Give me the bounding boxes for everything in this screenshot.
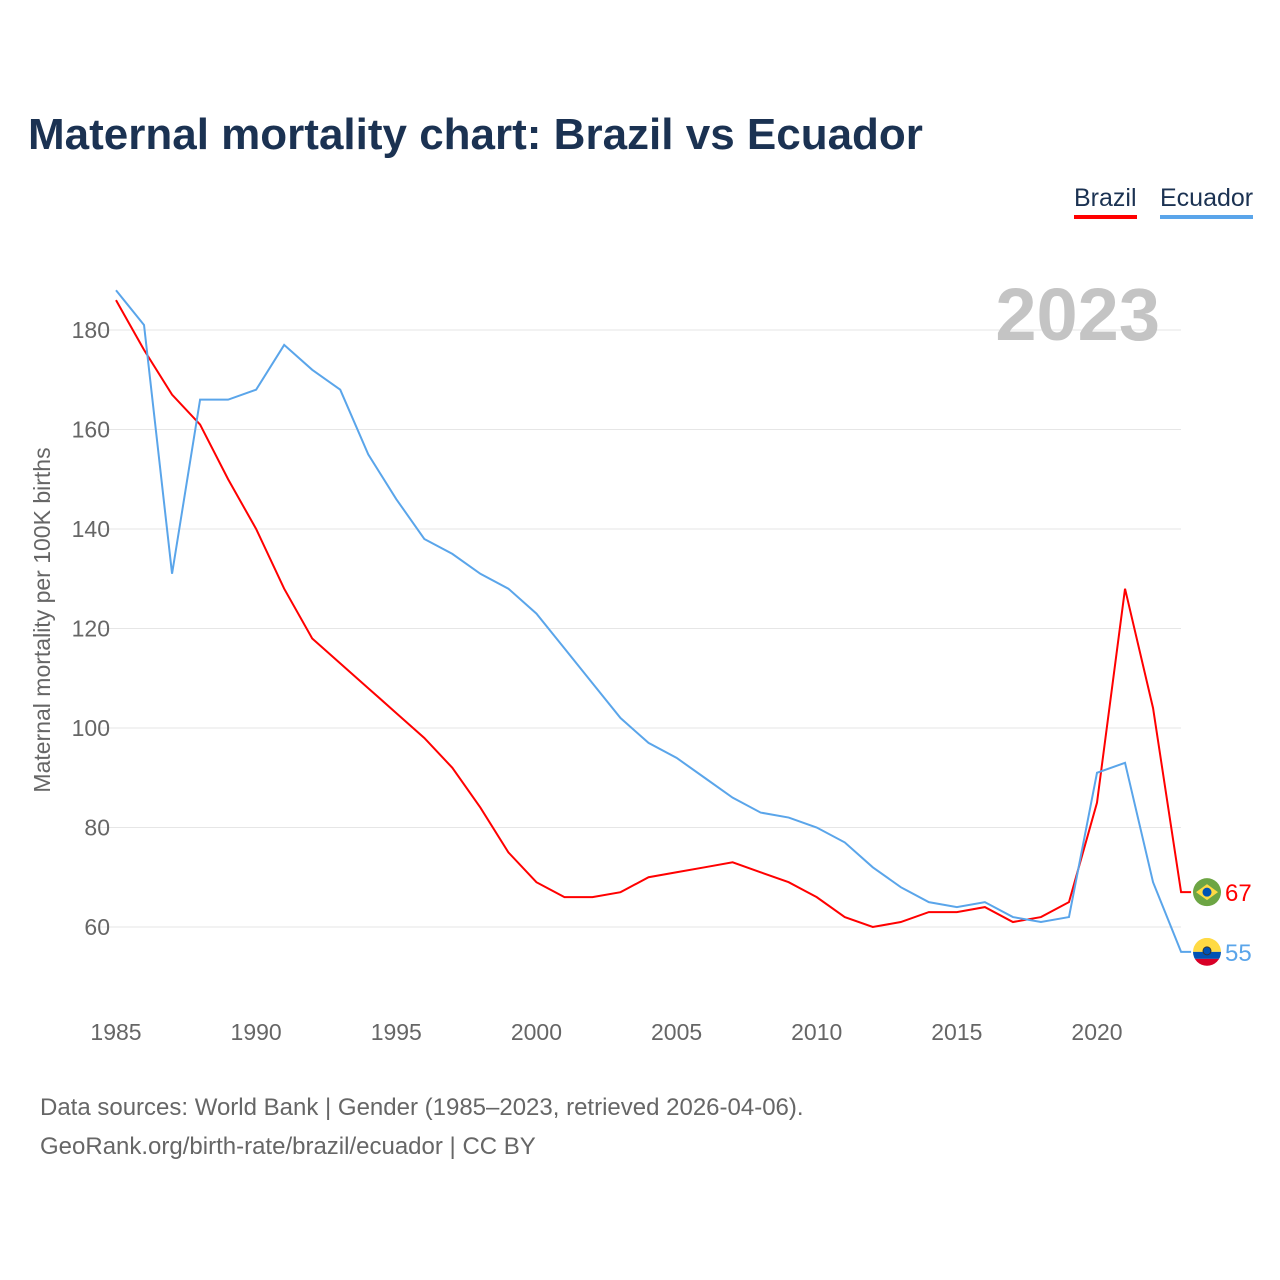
x-tick-label: 1990 xyxy=(231,1019,282,1045)
y-tick-label: 60 xyxy=(84,914,110,940)
x-tick-label: 1985 xyxy=(90,1019,141,1045)
brazil-flag-icon xyxy=(1193,878,1221,907)
series-line-ecuador xyxy=(115,289,1192,953)
legend-ecuador[interactable]: Ecuador xyxy=(1160,184,1254,219)
x-tick-label: 2015 xyxy=(931,1019,982,1045)
footer: Data sources: World Bank | Gender (1985–… xyxy=(40,1088,804,1166)
end-label-brazil: 67 xyxy=(1225,880,1252,907)
source-link[interactable]: GeoRank.org/birth-rate/brazil/ecuador | … xyxy=(40,1133,536,1160)
data-source-text: Data sources: World Bank | Gender (1985–… xyxy=(40,1094,804,1121)
ecuador-flag-icon xyxy=(1193,937,1221,966)
y-tick-label: 160 xyxy=(72,417,110,443)
y-tick-label: 100 xyxy=(72,715,110,741)
series-line-brazil xyxy=(115,299,1192,929)
y-tick-label: 80 xyxy=(84,815,110,841)
chart-title: Maternal mortality chart: Brazil vs Ecua… xyxy=(28,110,923,159)
y-tick-label: 120 xyxy=(72,616,110,642)
x-tick-label: 2010 xyxy=(791,1019,842,1045)
x-tick-label: 2020 xyxy=(1071,1019,1122,1045)
year-label: 2023 xyxy=(995,273,1160,356)
y-axis-label: Maternal mortality per 100K births xyxy=(29,447,55,792)
x-tick-label: 1995 xyxy=(371,1019,422,1045)
end-label-ecuador: 55 xyxy=(1225,940,1252,967)
y-tick-label: 180 xyxy=(72,317,110,343)
y-tick-label: 140 xyxy=(72,516,110,542)
x-tick-label: 2005 xyxy=(651,1019,702,1045)
legend-brazil[interactable]: Brazil xyxy=(1074,184,1137,219)
x-tick-label: 2000 xyxy=(511,1019,562,1045)
